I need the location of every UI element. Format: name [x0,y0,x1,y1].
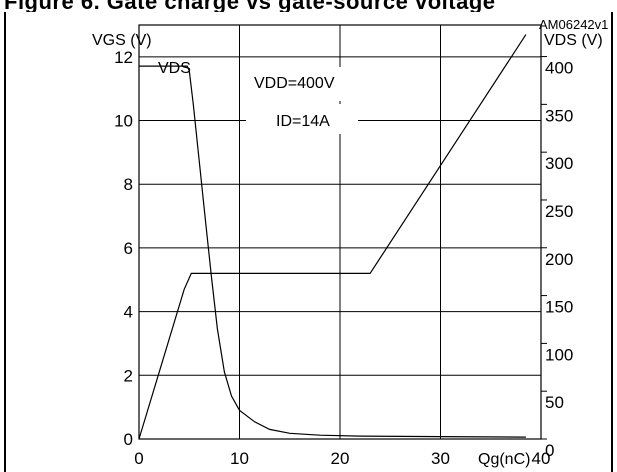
y-right-tick-label: 350 [545,106,573,125]
y-left-tick-label: 2 [124,366,133,385]
y-left-tick-label: 6 [124,239,133,258]
x-tick-label: 30 [431,449,450,468]
y-right-tick-label: 100 [545,345,573,364]
y-left-tick-label: 0 [124,430,133,449]
series-line-vds [139,65,526,438]
plot-area [138,24,542,440]
y-left-tick-label: 8 [124,175,133,194]
chart-frame: 0 10 20 30 40 0 2 4 6 8 10 12 0 50 100 150 200 250 300 350 4… [4,12,613,472]
y-right-tick-label: 250 [545,202,573,221]
y-right-tick-label: 400 [545,59,573,78]
vdd-annotation: VDD=400V [254,75,335,92]
x-tick-label: 20 [331,449,350,468]
y-right-tick-label: 50 [545,393,564,412]
y-right-tick-label: 200 [545,250,573,269]
x-tick-label: 40 [532,449,551,468]
figure-caption: Figure 6. Gate charge vs gate-source vol… [4,0,496,12]
y-left-tick-label: 4 [124,303,133,322]
x-axis-label: Qg(nC) [478,451,530,468]
vdd-annotation-background [246,67,358,101]
id-annotation-background [246,104,358,134]
y-left-tick-label: 12 [114,48,133,67]
y-left-tick-label: 10 [114,112,133,131]
series-group [138,34,527,440]
id-annotation: ID=14A [276,113,330,130]
y-right-tick-label: 0 [545,441,554,460]
figure-caption-strip: Figure 6. Gate charge vs gate-source vol… [0,0,617,12]
y-left-label-symbol: VGS (V) [92,32,152,49]
y-right-tick-label: 150 [545,298,573,317]
annotation-backgrounds [246,67,358,134]
vds-curve-label: VDS [158,60,191,77]
x-tick-label: 10 [230,449,249,468]
figure-id: AM06242v1 [539,17,608,32]
x-tick-label: 0 [134,449,143,468]
tick-labels: 0 10 20 30 400246810120501001502002503003504… [114,48,573,468]
series-line-vgs [138,34,527,440]
y-right-tick-label: 300 [545,154,573,173]
y-right-label: VDS (V) [544,32,603,49]
gate-charge-chart: 0 10 20 30 400246810120501001502002503003504… [92,17,608,468]
